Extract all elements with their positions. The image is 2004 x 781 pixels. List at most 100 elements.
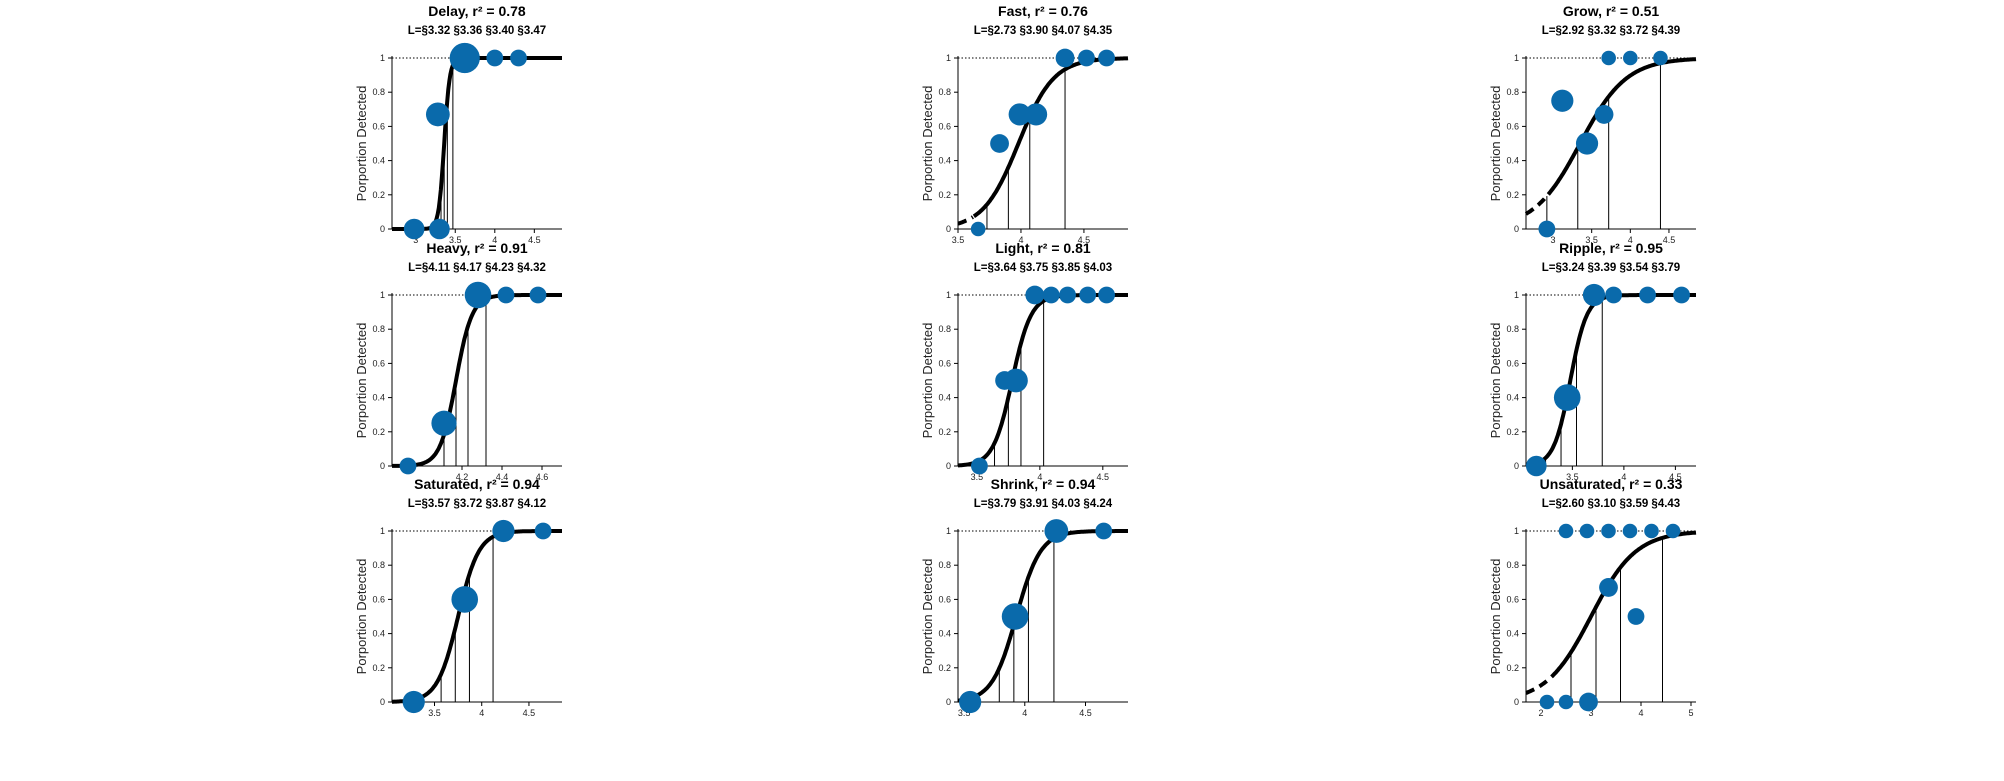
x-tick-label: 4.5 [1669, 472, 1682, 482]
levels-label: L=§3.24 §3.39 §3.54 §3.79 [1542, 262, 1680, 274]
subplot-title: Fast, r² = 0.76 [998, 3, 1088, 19]
data-point [1653, 50, 1668, 66]
x-tick-label: 4 [1022, 708, 1027, 718]
x-tick-label: 4.5 [1097, 472, 1110, 482]
y-tick-label: 0 [380, 224, 385, 234]
data-point [1004, 368, 1028, 393]
y-tick-label: 0 [1514, 461, 1519, 471]
data-point [1601, 523, 1616, 539]
data-point [1044, 519, 1069, 543]
y-tick-label: 1 [380, 53, 385, 63]
data-point [1526, 455, 1547, 477]
subplot-7: Shrink, r² = 0.94 L=§3.79 §3.91 §4.03 §4.… [920, 476, 1128, 718]
data-point [1579, 692, 1598, 712]
data-point [1551, 89, 1574, 112]
x-tick-label: 4 [1638, 708, 1643, 718]
data-point [1078, 49, 1095, 67]
data-point [1582, 283, 1606, 307]
x-tick-label: 4 [479, 708, 484, 718]
data-point [1553, 384, 1581, 411]
data-point [510, 49, 527, 67]
fit-curve-extrapolated [1524, 194, 1549, 216]
x-tick-label: 3.5 [971, 472, 984, 482]
x-tick-label: 3 [1588, 708, 1593, 718]
data-point [1001, 603, 1029, 630]
y-tick-label: 0.6 [372, 594, 385, 604]
data-point [1639, 286, 1656, 304]
y-tick-label: 1 [1514, 53, 1519, 63]
y-axis-label: Porportion Detected [354, 86, 369, 202]
levels-label: L=§2.92 §3.32 §3.72 §4.39 [1542, 25, 1680, 37]
y-axis-label: Porportion Detected [920, 559, 935, 675]
data-point [1575, 132, 1599, 155]
y-tick-label: 0.2 [1506, 663, 1519, 673]
data-point [1558, 694, 1574, 710]
y-tick-label: 0.4 [938, 156, 951, 166]
y-tick-label: 0 [946, 224, 951, 234]
data-point [429, 218, 450, 240]
x-tick-label: 3.5 [952, 235, 965, 245]
data-point [529, 286, 547, 304]
subplot-title: Shrink, r² = 0.94 [991, 476, 1096, 492]
y-axis-label: Porportion Detected [1488, 559, 1503, 675]
data-point [486, 49, 504, 67]
subplot-title: Ripple, r² = 0.95 [1559, 240, 1663, 256]
data-point [1059, 286, 1076, 304]
x-tick-label: 4.4 [496, 472, 509, 482]
data-point [1079, 286, 1097, 304]
subplot-0: Delay, r² = 0.78 L=§3.32 §3.36 §3.40 §3.4… [354, 3, 562, 245]
y-tick-label: 0.4 [1506, 156, 1519, 166]
data-point [1025, 285, 1045, 305]
data-point [1599, 578, 1618, 597]
data-point [1579, 523, 1595, 539]
data-point [1601, 50, 1616, 66]
y-axis-label: Porportion Detected [354, 559, 369, 675]
data-point [1665, 523, 1681, 539]
y-tick-label: 0.2 [938, 663, 951, 673]
y-tick-label: 0.4 [1506, 393, 1519, 403]
y-tick-label: 0.6 [1506, 121, 1519, 131]
x-tick-label: 5 [1688, 708, 1693, 718]
y-tick-label: 0 [946, 697, 951, 707]
data-point [1055, 48, 1075, 68]
y-tick-label: 0.2 [1506, 190, 1519, 200]
fit-curve [1550, 530, 1697, 679]
data-point [399, 457, 417, 475]
y-tick-label: 0.8 [938, 324, 951, 334]
fit-curve [392, 56, 562, 231]
y-tick-label: 0.2 [372, 190, 385, 200]
subplot-1: Fast, r² = 0.76 L=§2.73 §3.90 §4.07 §4.35… [920, 3, 1129, 245]
data-point [497, 286, 515, 304]
y-tick-label: 0.2 [938, 427, 951, 437]
y-tick-label: 0.6 [1506, 358, 1519, 368]
x-tick-label: 3.5 [428, 708, 441, 718]
y-tick-label: 0.6 [938, 358, 951, 368]
y-axis-label: Porportion Detected [920, 323, 935, 439]
y-tick-label: 0.8 [1506, 324, 1519, 334]
y-tick-label: 0.6 [938, 121, 951, 131]
y-tick-label: 0.2 [372, 663, 385, 673]
levels-label: L=§2.60 §3.10 §3.59 §4.43 [1542, 498, 1680, 510]
y-axis-label: Porportion Detected [1488, 86, 1503, 202]
data-point [1538, 220, 1556, 238]
y-tick-label: 0.4 [372, 629, 385, 639]
data-point [990, 134, 1009, 153]
data-point [449, 42, 480, 74]
data-point [464, 281, 492, 309]
y-tick-label: 0.6 [372, 121, 385, 131]
y-tick-label: 0.2 [938, 190, 951, 200]
fit-curve [1546, 57, 1697, 196]
y-tick-label: 0 [1514, 697, 1519, 707]
data-point [431, 410, 457, 436]
x-tick-label: 4 [1018, 235, 1023, 245]
y-tick-label: 0 [380, 461, 385, 471]
y-tick-label: 0.8 [372, 560, 385, 570]
data-point [970, 221, 986, 237]
y-tick-label: 0 [946, 461, 951, 471]
x-tick-label: 4 [1037, 472, 1042, 482]
levels-label: L=§3.79 §3.91 §4.03 §4.24 [974, 498, 1113, 510]
data-point [1594, 105, 1614, 124]
x-tick-label: 4.5 [528, 235, 541, 245]
data-point [1622, 523, 1638, 539]
data-point [1024, 103, 1048, 126]
